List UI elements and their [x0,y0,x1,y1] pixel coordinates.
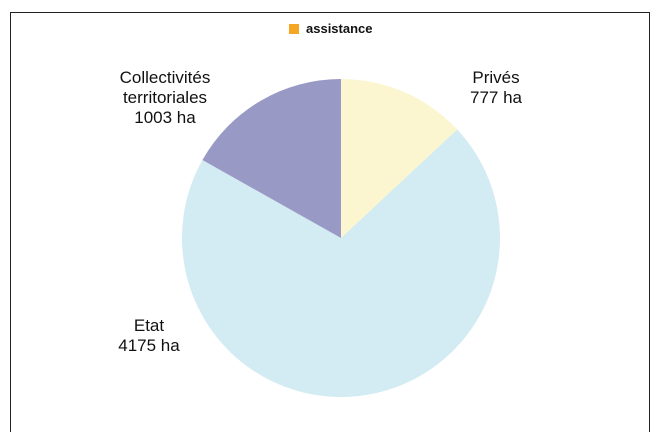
slice-value: 4175 ha [118,336,180,355]
slice-label-etat: Etat 4175 ha [104,316,194,356]
slice-value: 777 ha [470,88,522,107]
slice-name: Privés [472,68,520,87]
legend-swatch [289,23,299,34]
pie-slice-1 [181,129,500,397]
pie-slice-0 [341,79,458,238]
legend-label: assistance [306,21,373,36]
slice-label-prives: Privés 777 ha [446,68,546,108]
slice-name: Collectivités territoriales [119,68,211,107]
chart-legend: assistance [289,21,373,36]
pie-slice-2 [202,78,341,238]
slice-name: Etat [133,316,165,335]
slice-label-collectivites: Collectivités territoriales 1003 ha [70,68,260,128]
slice-value: 1003 ha [134,108,196,127]
